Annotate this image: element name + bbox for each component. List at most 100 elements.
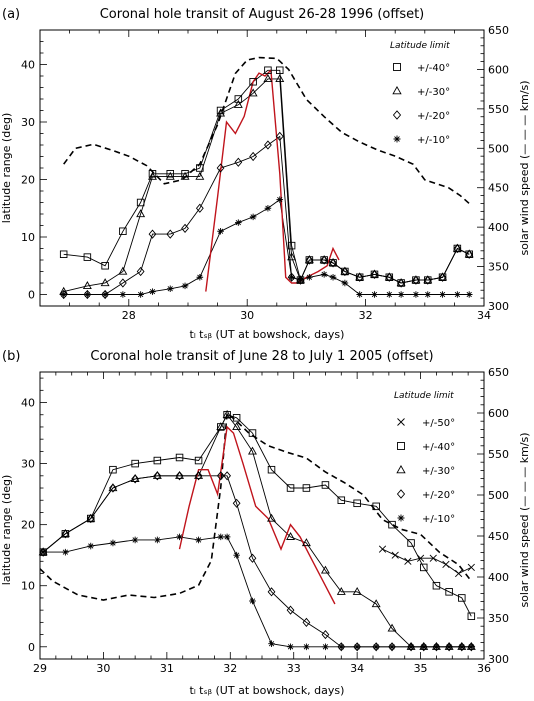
panel-a-series-3-point bbox=[465, 291, 473, 298]
panel-b-series-1-point bbox=[175, 453, 184, 462]
panel-b-legend-symbol-4 bbox=[397, 514, 405, 522]
panel-b-series-4-point bbox=[433, 643, 440, 651]
panel-b-series-3-point bbox=[232, 498, 241, 508]
panel-a-series-line-0 bbox=[63, 69, 470, 284]
panel-a-series-3-point bbox=[288, 273, 295, 281]
panel-b-series-0-point bbox=[442, 560, 450, 568]
panel-b-ylabel: latitude range (deg) bbox=[0, 475, 13, 586]
panel-a-series-3-point bbox=[119, 291, 127, 298]
panel-a-ytick-label: 40 bbox=[21, 59, 35, 72]
panel-b-xtick-label: 29 bbox=[33, 662, 47, 675]
panel-a-legend-symbol-0 bbox=[393, 63, 401, 71]
panel-a-series-1-point bbox=[452, 243, 462, 252]
panel-b-series-1-point bbox=[372, 502, 380, 511]
panel-a-series-2-point bbox=[340, 266, 349, 277]
panel-a-series-3-point bbox=[341, 279, 349, 287]
panel-a-series-2-point bbox=[305, 255, 314, 265]
panel-a-series-3-point bbox=[137, 291, 144, 298]
panel-a-xtick-label: 30 bbox=[240, 309, 254, 322]
panel-a-legend-label-3: +/-10° bbox=[417, 135, 450, 146]
panel-b-series-3-point bbox=[216, 471, 225, 481]
panel-b-y2tick-label: 450 bbox=[488, 530, 509, 543]
panel-a-series-3-point bbox=[249, 213, 257, 221]
panel-b-series-2-point bbox=[108, 483, 118, 492]
panel-b-legend-label-2: +/-30° bbox=[422, 466, 455, 477]
panel-b-series-4-point bbox=[176, 533, 183, 541]
panel-b-legend-symbol-1 bbox=[397, 442, 405, 450]
panel-b-series-3-point bbox=[223, 471, 232, 481]
panel-a-series-3-point bbox=[149, 288, 156, 295]
panel-a-series-2-point bbox=[320, 255, 329, 265]
panel-a-y2tick-label: 650 bbox=[488, 24, 509, 37]
panel-a-series-0-point bbox=[196, 164, 204, 172]
panel-b-series-3-point bbox=[131, 474, 140, 484]
panel-b-series-2-point bbox=[175, 470, 185, 479]
panel-b-xlabel: tₗ tₛᵦ (UT at bowshock, days) bbox=[190, 684, 345, 697]
panel-b-series-4-point bbox=[154, 536, 161, 544]
panel-b-series-1-point bbox=[445, 588, 453, 596]
panel-a-y2tick-label: 300 bbox=[488, 300, 509, 313]
panel-b-xtick-label: 36 bbox=[477, 662, 491, 675]
panel-b-legend-symbol-0 bbox=[397, 418, 405, 426]
panel-a-label: (a) bbox=[2, 7, 20, 22]
panel-a-series-0-point bbox=[234, 95, 243, 103]
panel-a-series-0-point bbox=[136, 198, 145, 207]
panel-b-series-3-point bbox=[267, 587, 276, 597]
panel-b-series-2-point bbox=[216, 422, 226, 431]
panel-b-series-1-point bbox=[388, 520, 396, 529]
panel-b-legend-label-1: +/-40° bbox=[422, 442, 455, 453]
panel-b-plot-area bbox=[40, 411, 472, 648]
panel-a-series-2-point bbox=[355, 272, 364, 282]
panel-a-series-1-point bbox=[180, 171, 190, 180]
panel-b-series-0-point bbox=[391, 551, 399, 559]
panel-a-series-3-point bbox=[397, 291, 405, 298]
panel-a-series-1-point bbox=[340, 266, 350, 275]
panel-a-series-1-point bbox=[287, 252, 297, 261]
panel-b-title: Coronal hole transit of June 28 to July … bbox=[90, 349, 433, 364]
panel-a-title: Coronal hole transit of August 26-28 199… bbox=[100, 7, 425, 22]
panel-a-legend-label-0: +/-40° bbox=[417, 63, 450, 74]
panel-b-legend-label-3: +/-20° bbox=[422, 490, 455, 501]
panel-b-series-0-point bbox=[429, 554, 437, 562]
panel-a-series-1-point bbox=[411, 275, 421, 284]
panel-a-legend-label-1: +/-30° bbox=[417, 87, 450, 98]
panel-b-y2tick-label: 350 bbox=[488, 612, 509, 625]
panel-b-series-1-point bbox=[248, 429, 257, 437]
panel-a-series-3-point bbox=[101, 291, 109, 298]
panel-b-series-2-point bbox=[387, 623, 397, 632]
panel-b-series-3-point bbox=[372, 642, 381, 652]
panel-b-series-1-point bbox=[153, 456, 162, 465]
panel-a-y2tick-label: 400 bbox=[488, 221, 509, 234]
panel-a-series-1-point bbox=[438, 272, 448, 281]
panel-a-ytick-label: 10 bbox=[21, 231, 35, 244]
panel-b-series-3-point bbox=[286, 605, 295, 615]
panel-b-series-3-point bbox=[302, 617, 311, 627]
panel-a-xlabel: tₗ tₛᵦ (UT at bowshock, days) bbox=[190, 328, 345, 341]
panel-b-xtick-label: 35 bbox=[414, 662, 428, 675]
panel-b-frame bbox=[39, 371, 485, 660]
panel-a-series-1-point bbox=[263, 74, 273, 82]
panel-b-series-1-point bbox=[267, 465, 276, 474]
panel-b-y2tick-label: 550 bbox=[488, 448, 509, 461]
panel-b-series-3-point bbox=[419, 642, 428, 652]
panel-a-legend-symbol-1 bbox=[392, 85, 402, 95]
panel-b-series-4-point bbox=[353, 643, 361, 651]
panel-b-series-3-point bbox=[388, 642, 396, 652]
panel-a-series-1-point bbox=[82, 281, 92, 289]
panel-a-y2tick-label: 500 bbox=[488, 142, 509, 155]
panel-b-series-2-point bbox=[152, 470, 162, 479]
panel-b-series-4-point bbox=[87, 542, 95, 550]
panel-b-series-2-point bbox=[60, 529, 70, 537]
panel-b-series-2-point bbox=[232, 422, 242, 431]
panel-a-series-1-point bbox=[384, 272, 394, 281]
panel-a-series-1-point bbox=[275, 74, 285, 82]
panel-a-y2label: solar wind speed (— — — km/s) bbox=[518, 80, 531, 255]
panel-b-series-4-point bbox=[62, 548, 69, 556]
panel-b-series-2-point bbox=[286, 532, 296, 540]
panel-b-legend-label-4: +/-10° bbox=[422, 514, 455, 525]
panel-b-series-2-point bbox=[86, 513, 96, 522]
panel-b-series-0-point bbox=[404, 557, 412, 565]
panel-b-series-4-point bbox=[420, 643, 428, 651]
panel-a-series-line-3 bbox=[63, 198, 470, 295]
panel-a-xtick-label: 32 bbox=[359, 309, 373, 322]
